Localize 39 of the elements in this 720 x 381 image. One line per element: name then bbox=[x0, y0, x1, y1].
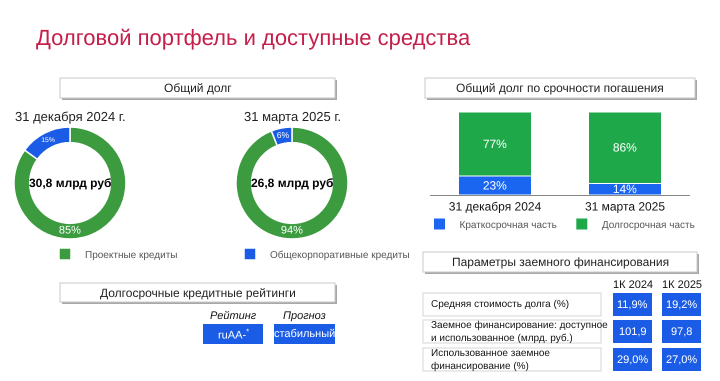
data-label: 77% bbox=[482, 136, 508, 151]
data-label: 6% bbox=[276, 130, 290, 140]
data-label: 14% bbox=[612, 182, 638, 196]
category-label: Рейтинг bbox=[210, 310, 257, 322]
category-label: 1К 2025 bbox=[662, 279, 702, 291]
category-label: Средняя стоимость долга (%) bbox=[431, 299, 570, 310]
donut-slice bbox=[235, 126, 349, 240]
text: Долговой портфель и доступные средства bbox=[36, 25, 471, 50]
legend-label: Проектные кредиты bbox=[85, 250, 178, 261]
donut-slice bbox=[13, 126, 127, 240]
data-label: 85% bbox=[58, 224, 82, 236]
data-label: 86% bbox=[612, 140, 638, 155]
x-tick-label: 31 марта 2025 bbox=[584, 199, 666, 214]
text: стабильный bbox=[274, 328, 336, 340]
text: 11,9% bbox=[617, 299, 648, 311]
chart-title: Общий долг bbox=[164, 81, 232, 95]
text: ruAA-$^{*}$ bbox=[218, 327, 250, 342]
text: 97,8 bbox=[671, 326, 692, 338]
text: Долгосрочные кредитные рейтинги bbox=[100, 286, 296, 300]
text: 26,8 млрд руб bbox=[251, 176, 334, 190]
category-label: Прогноз bbox=[283, 310, 326, 322]
chart-title: Общий долг по срочности погашения bbox=[456, 81, 664, 95]
text: 27,0% bbox=[666, 354, 698, 366]
category-label: Использованное заемное финансирование (%) bbox=[431, 348, 550, 372]
text: Параметры заемного финансирования bbox=[452, 255, 670, 269]
data-label: 23% bbox=[482, 178, 508, 192]
category-label: 1К 2024 bbox=[613, 279, 654, 291]
legend-label: Долгосрочная часть bbox=[602, 220, 695, 231]
chart-subtitle: 31 марта 2025 г. bbox=[244, 109, 342, 124]
category-label: Заемное финансирование: доступное и использованное (млрд. руб.) bbox=[431, 320, 608, 344]
data-label: 94% bbox=[280, 224, 304, 236]
text: 29,0% bbox=[617, 354, 648, 366]
text: 101,9 bbox=[619, 326, 647, 338]
x-tick-label: 31 декабря 2024 bbox=[448, 199, 542, 214]
legend-label: Краткосрочная часть bbox=[460, 220, 557, 231]
text: 19,2% bbox=[666, 299, 698, 311]
chart-subtitle: 31 декабря 2024 г. bbox=[15, 109, 126, 124]
text: 30,8 млрд руб bbox=[29, 176, 112, 190]
legend-label: Общекорпоративные кредиты bbox=[270, 250, 410, 261]
